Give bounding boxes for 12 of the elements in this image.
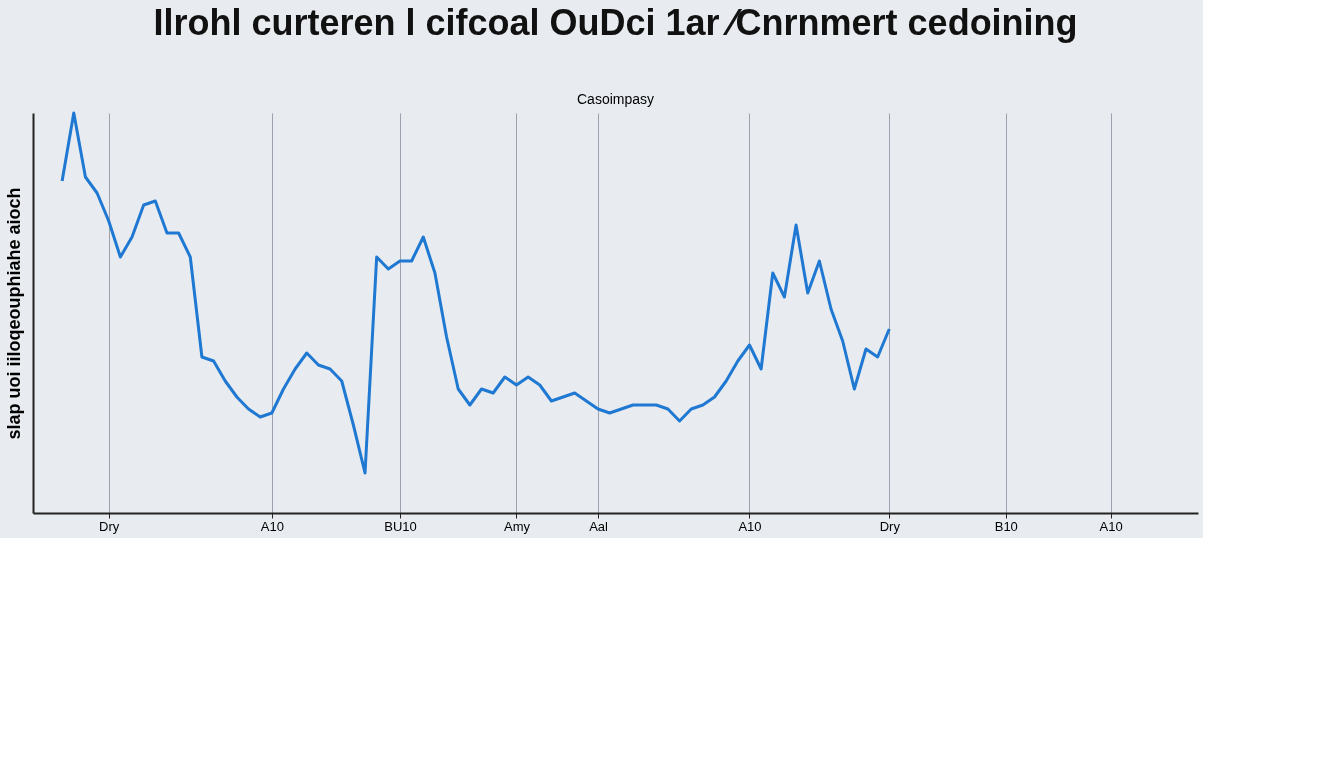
y-axis-title: slap uoi iiloqeouphiahe aioch <box>3 187 24 440</box>
x-tick-label: BU10 <box>384 518 417 534</box>
chart-subtitle: Casoimpasy <box>576 90 655 107</box>
x-tick-label: B10 <box>994 518 1018 534</box>
x-tick-label: A10 <box>738 518 762 534</box>
x-tick-label: Dry <box>99 518 120 534</box>
x-tick-label: A10 <box>1099 518 1123 534</box>
x-tick-label: Amy <box>503 518 531 534</box>
x-tick-label: Aal <box>589 518 609 534</box>
x-tick-label: A10 <box>260 518 284 534</box>
chart-title: Ilrohl curteren l cifcoal OuDci 1ar ⁄Cnrnmert cedoining <box>153 1 1078 43</box>
x-tick-label: Dry <box>879 518 901 534</box>
